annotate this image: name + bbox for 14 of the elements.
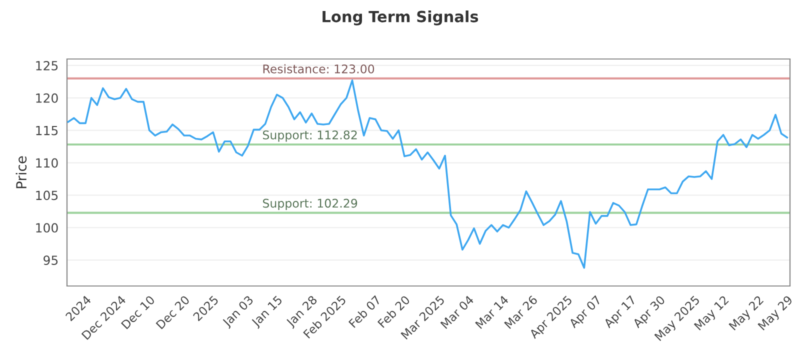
y-tick-label: 95 <box>44 256 58 265</box>
y-tick-label: 120 <box>36 93 58 103</box>
ref-line-label: Resistance: 123.00 <box>263 64 374 74</box>
y-tick-label: 110 <box>36 158 58 168</box>
y-tick-label: 100 <box>36 223 58 233</box>
y-tick-label: 105 <box>36 190 58 200</box>
y-tick-label: 125 <box>36 60 58 70</box>
y-tick-label: 115 <box>36 126 58 136</box>
ref-line-label: Support: 102.29 <box>262 198 358 210</box>
y-axis-title: Price <box>16 156 27 188</box>
chart-title: Long Term Signals <box>322 10 478 26</box>
ref-line-label: Support: 112.82 <box>262 130 357 142</box>
line-series <box>67 80 788 269</box>
x-tick-label: Dec 20 <box>156 295 190 330</box>
